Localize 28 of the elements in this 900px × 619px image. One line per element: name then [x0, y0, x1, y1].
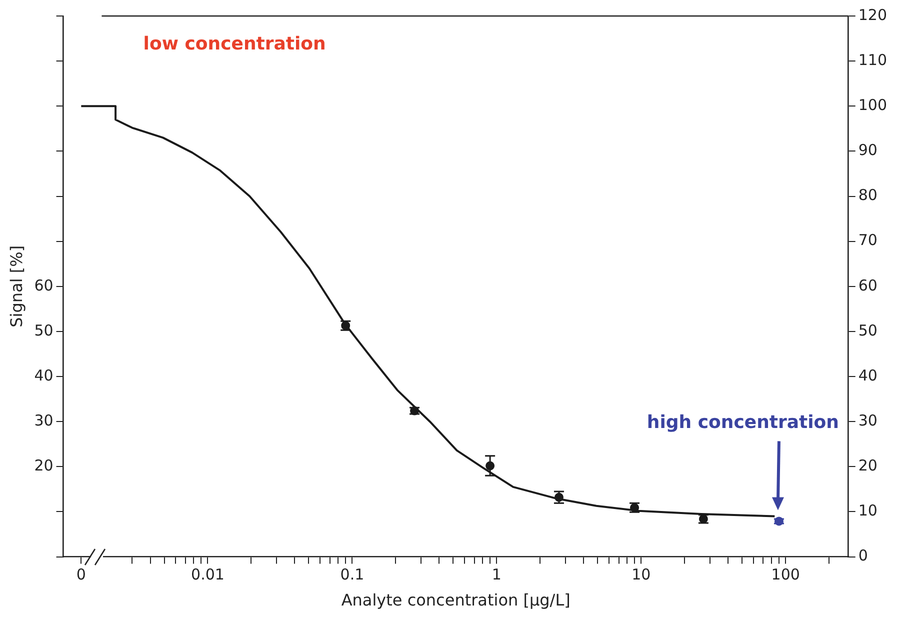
- x-tick-label: 0.01: [191, 566, 224, 584]
- y-tick-label: 50: [34, 321, 54, 340]
- y2-tick-label: 50: [858, 321, 878, 340]
- y-tick-label: 40: [34, 366, 54, 384]
- y-tick-label: 30: [34, 411, 54, 430]
- x-tick-label: 10: [632, 566, 651, 584]
- x-tick-label: 0.1: [340, 566, 364, 584]
- x-tick-label: 100: [771, 566, 800, 584]
- y2-tick-label: 120: [858, 6, 888, 24]
- y-tick-label: 20: [34, 456, 54, 475]
- y2-tick-label: 0: [858, 546, 868, 565]
- y2-tick-label: 80: [858, 186, 878, 204]
- y2-tick-label: 40: [858, 366, 878, 384]
- y2-tick-label: 60: [858, 276, 878, 294]
- x-tick-label: 1: [492, 566, 502, 584]
- y-tick-label: 60: [34, 276, 54, 294]
- y2-tick-label: 70: [858, 231, 878, 250]
- y2-tick-label: 30: [858, 411, 878, 430]
- y2-tick-label: 20: [858, 456, 878, 475]
- y2-tick-label: 110: [858, 50, 888, 69]
- annotation: high concentration: [646, 412, 839, 433]
- y-axis-title: Signal [%]: [6, 245, 26, 328]
- y2-tick-label: 10: [858, 502, 878, 520]
- x-axis-title: Analyte concentration [μg/L]: [341, 590, 570, 610]
- y2-tick-label: 90: [858, 141, 878, 160]
- y2-tick-label: 100: [858, 96, 888, 114]
- annotation: low concentration: [143, 34, 326, 55]
- x-tick-label: 0: [76, 566, 86, 584]
